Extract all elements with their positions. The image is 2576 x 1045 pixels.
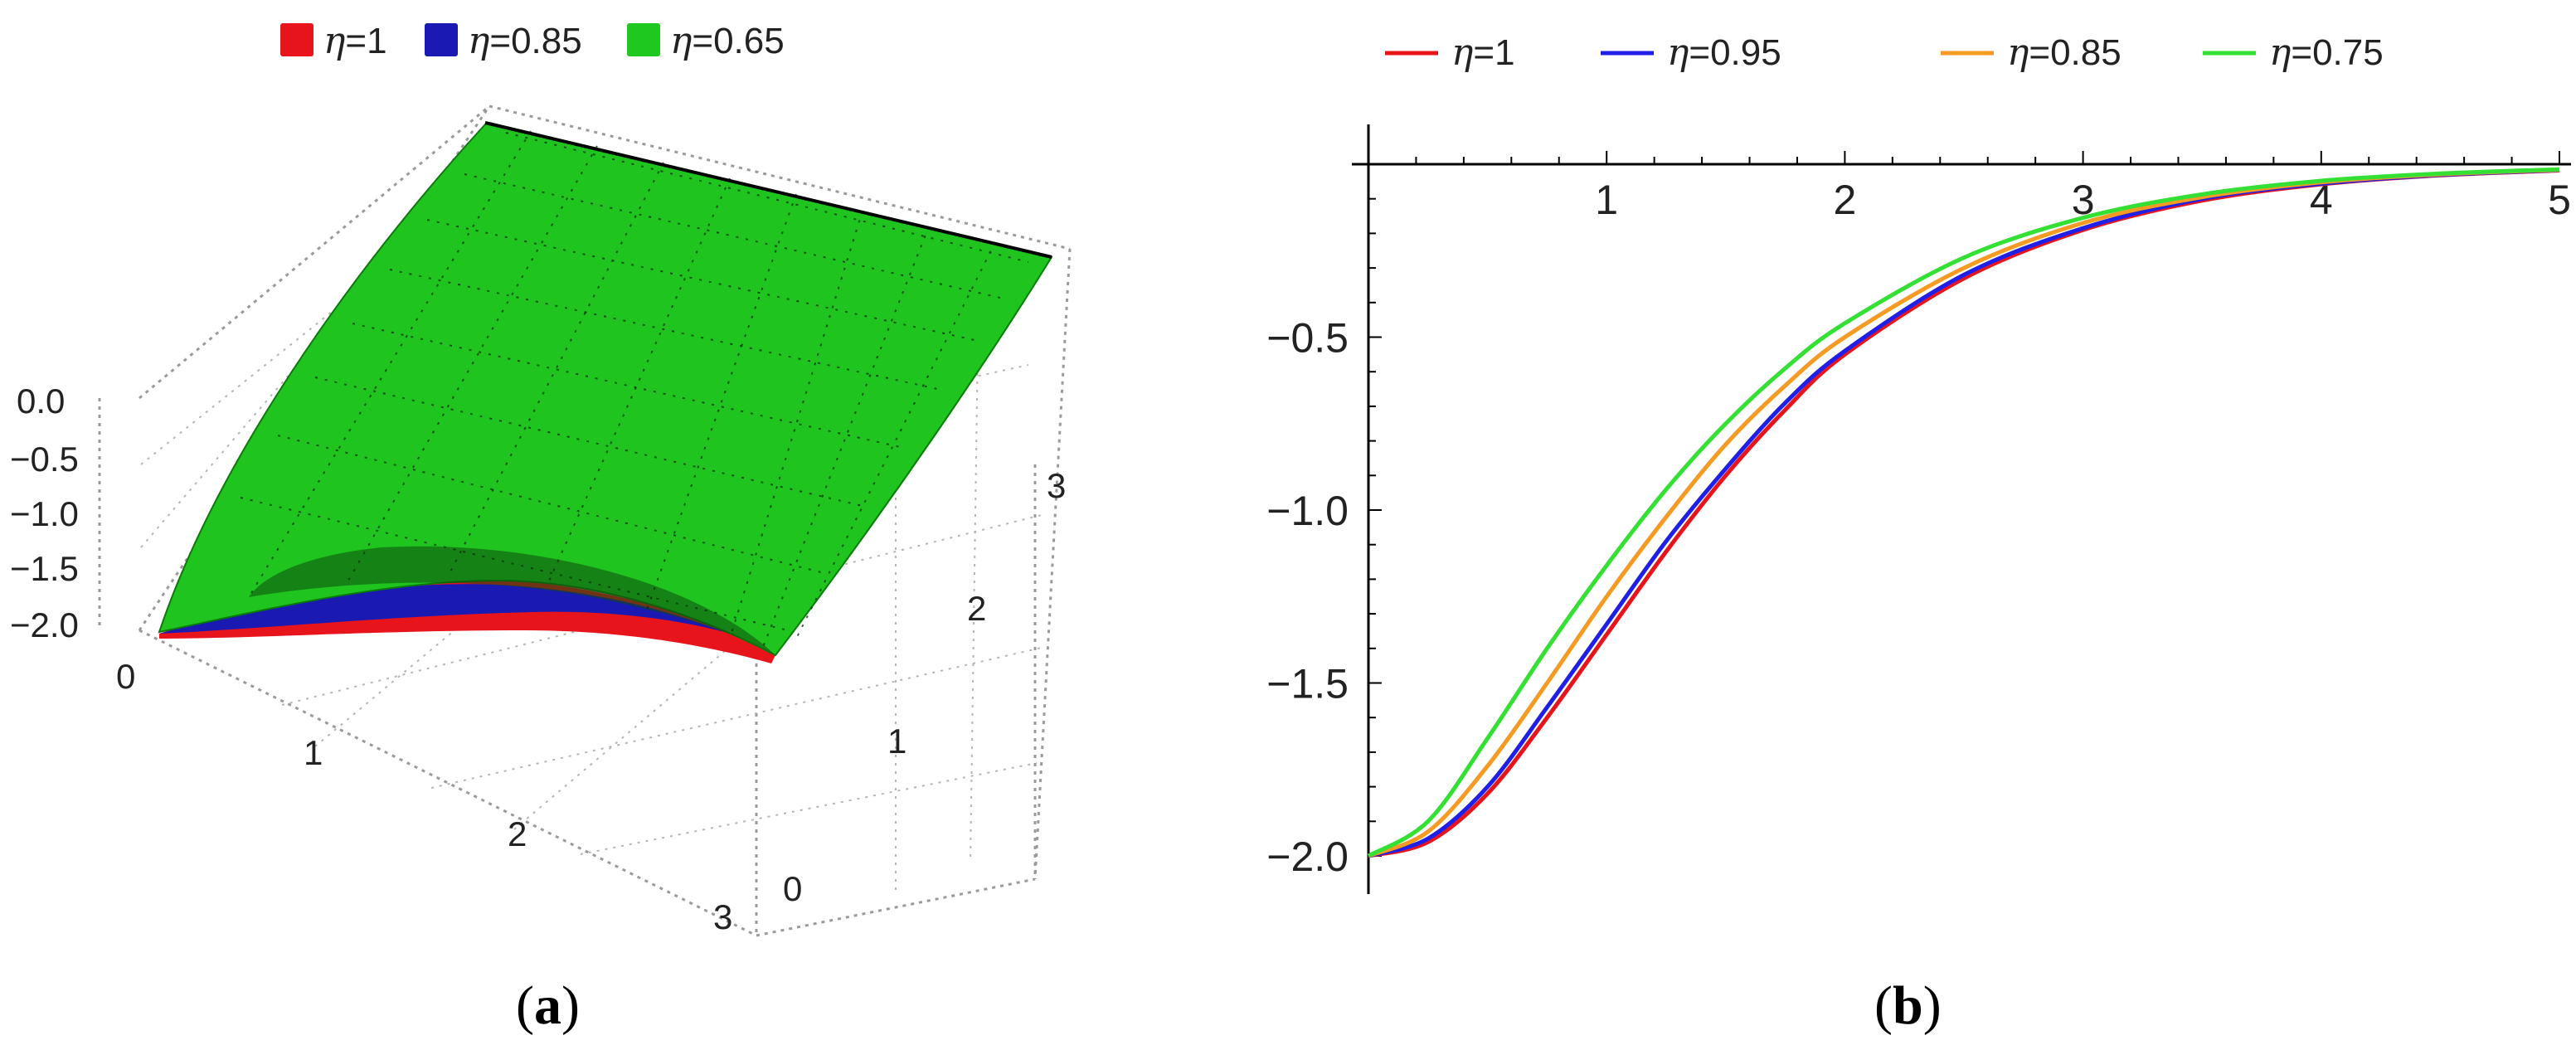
panel-a-z-tick-0: 0.0 [17,382,65,420]
panel-b-y-tick-labels: −0.5 −1.0 −1.5 −2.0 [1266,315,1349,881]
panel-b-x-tick-labels: 1 2 3 4 5 [1595,177,2571,223]
panel-b-series [1367,167,2560,858]
panel-b-x-tick-label-1: 1 [1595,177,1618,223]
panel-b-legend-item-2: η=0.85 [1941,32,2122,74]
panel-a-label: (a) [516,975,580,1036]
panel-a-z-ticks: 0.0 −0.5 −1.0 −1.5 −2.0 [10,382,79,644]
panel-a-legend-label-0: η=1 [323,20,387,62]
panel-a-y-tick-1: 1 [887,722,906,761]
panel-a-x-tick-1: 1 [304,733,323,772]
panel-a-legend-swatch-1 [425,23,458,56]
panel-b-line-chart: η=1 η=0.95 η=0.85 η=0.75 1 2 3 4 [1266,32,2571,1036]
panel-b-legend-label-0: η=1 [1451,32,1515,74]
panel-a-y-tick-3: 3 [1047,466,1066,505]
panel-a-legend-label-1: η=0.85 [468,20,582,62]
panel-a-z-tick-3: −1.5 [10,549,79,588]
panel-a-legend-swatch-0 [280,23,313,56]
panel-b-legend-item-3: η=0.75 [2203,32,2384,74]
panel-a-surface-eta-065 [158,121,1053,657]
panel-a-y-ticks: 0 1 2 3 [783,466,1066,908]
panel-b-series-line-eta-075 [1367,167,2560,858]
panel-b-y-tick-label-1: −1.0 [1266,488,1349,534]
panel-a-z-tick-2: −1.0 [10,494,79,533]
panel-b-x-tick-label-2: 2 [1833,177,1856,223]
panel-a-x-tick-2: 2 [508,814,527,853]
panel-b-y-tick-label-0: −0.5 [1266,315,1349,362]
panel-b-legend-label-1: η=0.95 [1667,32,1781,74]
panel-b-x-tick-label-5: 5 [2548,177,2571,223]
panel-b-legend-label-2: η=0.85 [2007,32,2122,74]
panel-a-surface-edge [484,121,1052,259]
panel-b-tick-marks [1368,151,2560,857]
panel-a-legend-item-0: η=1 [280,20,387,62]
panel-a-z-tick-4: −2.0 [10,605,79,644]
panel-a-legend: η=1 η=0.85 η=0.65 [280,20,785,62]
panel-a-legend-item-1: η=0.85 [425,20,582,62]
panel-b-legend: η=1 η=0.95 η=0.85 η=0.75 [1385,32,2384,74]
panel-a-x-tick-0: 0 [116,657,135,696]
panel-b-legend-item-0: η=1 [1385,32,1515,74]
panel-b-y-tick-label-3: −2.0 [1266,834,1349,880]
panel-a-legend-item-2: η=0.65 [627,20,785,62]
panel-a-3d-surface: η=1 η=0.85 η=0.65 [10,20,1072,1036]
panel-a-x-ticks: 0 1 2 3 [116,657,732,936]
panel-a-surface-mesh [240,130,1029,648]
panel-a-z-tick-1: −0.5 [10,440,79,479]
panel-a-legend-label-2: η=0.65 [670,20,785,62]
panel-a-y-tick-0: 0 [783,869,802,908]
panel-b-legend-label-3: η=0.75 [2269,32,2384,74]
panel-b-y-tick-label-2: −1.5 [1266,661,1349,707]
panel-a-y-tick-2: 2 [967,589,986,628]
panel-b-series-line-eta-095 [1368,168,2560,858]
panel-a-surface-shade [249,546,775,655]
panel-a-x-tick-3: 3 [713,897,732,936]
panel-b-legend-item-1: η=0.95 [1601,32,1781,74]
panel-b-label: (b) [1874,975,1942,1036]
panel-a-legend-swatch-2 [627,23,660,56]
